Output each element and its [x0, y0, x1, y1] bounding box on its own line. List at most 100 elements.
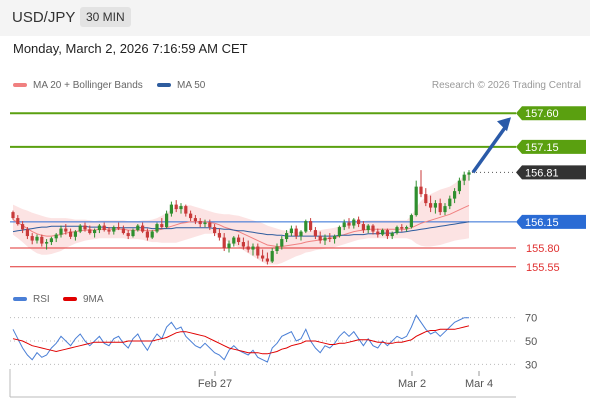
candle-body: [141, 225, 145, 232]
candle-body: [208, 222, 212, 228]
candle-body: [102, 225, 106, 231]
rsi-tick-30: 30: [525, 359, 537, 371]
level-label-156.15: 156.15: [525, 217, 559, 229]
candle-body: [179, 206, 183, 210]
candle-body: [73, 231, 77, 237]
candle-body: [97, 225, 101, 231]
candle-body: [390, 233, 394, 237]
legend-ma50: MA 50: [157, 80, 205, 91]
candle-body: [246, 246, 250, 250]
candle-body: [136, 225, 140, 231]
candle-body: [251, 246, 255, 250]
candle-body: [232, 237, 236, 244]
candle-body: [352, 219, 356, 226]
candle-body: [275, 246, 279, 252]
x-tick-label: Feb 27: [198, 378, 232, 390]
candle-body: [222, 237, 226, 249]
forecast-arrow-shaft: [471, 125, 508, 174]
credit-text: Research © 2026 Trading Central: [431, 80, 581, 91]
timeframe-badge[interactable]: 30 MIN: [80, 7, 131, 27]
candle-body: [299, 231, 303, 237]
ma20-label: MA 20 + Bollinger Bands: [33, 80, 143, 91]
candle-body: [49, 238, 53, 243]
timestamp: Monday, March 2, 2026 7:16:59 AM CET: [13, 41, 248, 56]
rsi-tick-50: 50: [525, 336, 537, 348]
candle-body: [30, 236, 34, 241]
candle-body: [265, 258, 269, 262]
candle-body: [457, 180, 461, 192]
candle-body: [385, 230, 389, 237]
candle-body: [443, 206, 447, 213]
candle-body: [21, 224, 25, 230]
ma50-swatch: [157, 83, 171, 88]
candle-body: [361, 224, 365, 231]
candle-body: [11, 212, 15, 219]
candle-body: [126, 233, 130, 237]
candle-body: [395, 227, 399, 234]
candle-body: [409, 215, 413, 228]
candle-body: [45, 242, 49, 244]
candle-body: [256, 246, 260, 256]
level-tag-157.15: [516, 139, 586, 154]
candle-body: [376, 231, 380, 235]
candle-body: [160, 224, 164, 228]
candle-body: [366, 225, 370, 231]
candle-body: [261, 255, 265, 259]
candle-body: [184, 206, 188, 214]
candle-body: [405, 227, 409, 229]
candle-body: [54, 234, 58, 239]
candle-body: [64, 228, 68, 232]
candle-body: [88, 229, 92, 234]
rsi-9ma-line: [12, 325, 470, 355]
candle-body: [280, 239, 284, 247]
candle-body: [35, 236, 39, 241]
candle-body: [174, 204, 178, 210]
candle-body: [25, 229, 29, 237]
candle-body: [117, 227, 121, 229]
level-label-157.15: 157.15: [525, 142, 559, 154]
legend-9ma: 9MA: [63, 294, 104, 305]
candle-body: [419, 186, 423, 195]
candle-body: [121, 228, 125, 234]
x-tick-label: Mar 2: [398, 378, 426, 390]
candle-body: [429, 203, 433, 208]
candle-body: [357, 219, 361, 225]
candle-body: [294, 228, 298, 237]
ma9-swatch: [63, 297, 77, 302]
level-tag-156.81: [516, 165, 586, 180]
candle-body: [203, 222, 207, 225]
candle-body: [131, 230, 135, 237]
candle-body: [145, 231, 149, 238]
candle-body: [78, 225, 82, 232]
ma9-label: 9MA: [83, 294, 104, 305]
candle-body: [347, 222, 351, 226]
candle-body: [285, 233, 289, 240]
level-label-155.55: 155.55: [526, 262, 560, 274]
candle-body: [333, 236, 337, 240]
candle-body: [448, 198, 452, 207]
candle-body: [433, 203, 437, 208]
level-tag-156.15: [516, 214, 586, 229]
candle-body: [313, 230, 317, 237]
candle-body: [155, 224, 159, 232]
rsi-swatch: [13, 297, 27, 302]
candle-body: [371, 225, 375, 232]
level-label-155.80: 155.80: [526, 243, 560, 255]
candle-body: [381, 230, 385, 235]
level-label-157.60: 157.60: [525, 108, 559, 120]
candle-body: [198, 221, 202, 225]
forecast-arrowhead: [497, 117, 511, 132]
candle-body: [270, 251, 274, 262]
candle-body: [227, 243, 231, 249]
candle-body: [462, 174, 466, 181]
candle-body: [217, 233, 221, 238]
candle-body: [328, 237, 332, 240]
candle-body: [323, 237, 327, 241]
candle-body: [241, 242, 245, 247]
candle-body: [16, 218, 20, 225]
candle-body: [318, 236, 322, 241]
candle-body: [165, 213, 169, 228]
candle-body: [438, 203, 442, 213]
candle-body: [453, 191, 457, 199]
